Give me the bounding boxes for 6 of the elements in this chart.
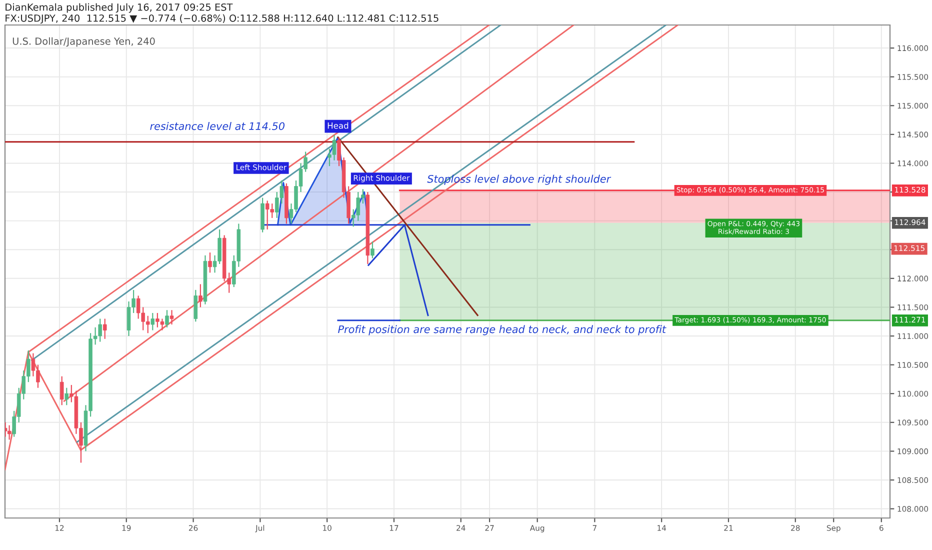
annotation: resistance level at 114.50 — [150, 122, 285, 130]
chart-subtitle: DianKemala published July 16, 2017 09:25 EST — [6, 3, 233, 13]
annotation: Head — [328, 122, 348, 129]
annotation: Profit position are same range head to neck, and neck to profit — [338, 325, 666, 336]
chart-title: FX:USDJPY, 240 112.515 ▼ −0.774 (−0.68%) O:112.588 H:112.640 L:112.481 C:112.515 — [6, 14, 438, 24]
annotation: U.S. Dollar/Japanese Yen, 240 — [12, 37, 155, 47]
